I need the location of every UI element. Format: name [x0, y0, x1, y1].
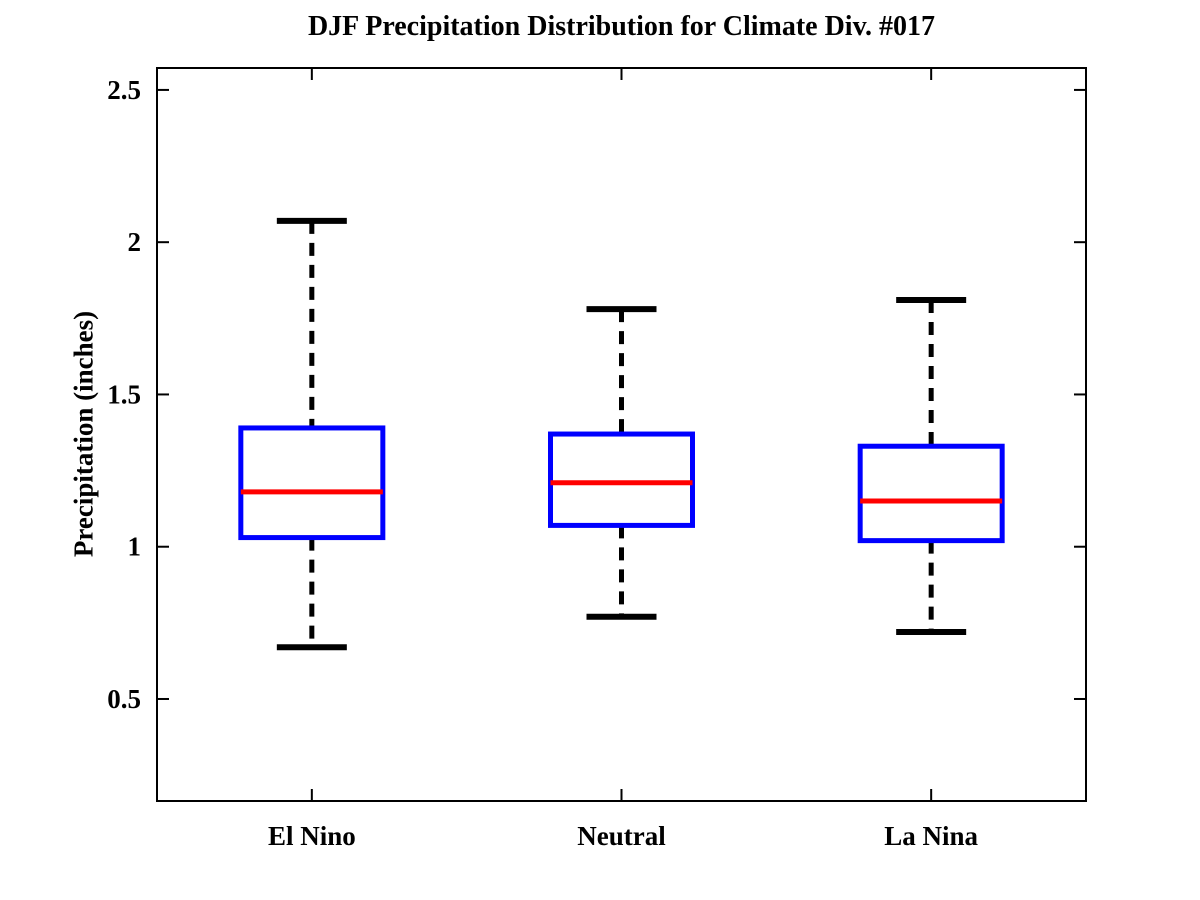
x-tick-label: Neutral [577, 821, 666, 851]
y-tick-label: 2 [128, 227, 142, 257]
y-tick-label: 1 [128, 532, 142, 562]
x-tick-label: El Nino [268, 821, 356, 851]
y-tick-label: 2.5 [107, 75, 141, 105]
iqr-box [857, 443, 1005, 544]
x-tick-label: La Nina [884, 821, 978, 851]
iqr-box [548, 431, 695, 528]
chart-title: DJF Precipitation Distribution for Clima… [307, 11, 936, 42]
y-tick-label: 0.5 [107, 684, 141, 714]
y-tick-label: 1.5 [107, 379, 141, 409]
iqr-box [238, 425, 386, 541]
